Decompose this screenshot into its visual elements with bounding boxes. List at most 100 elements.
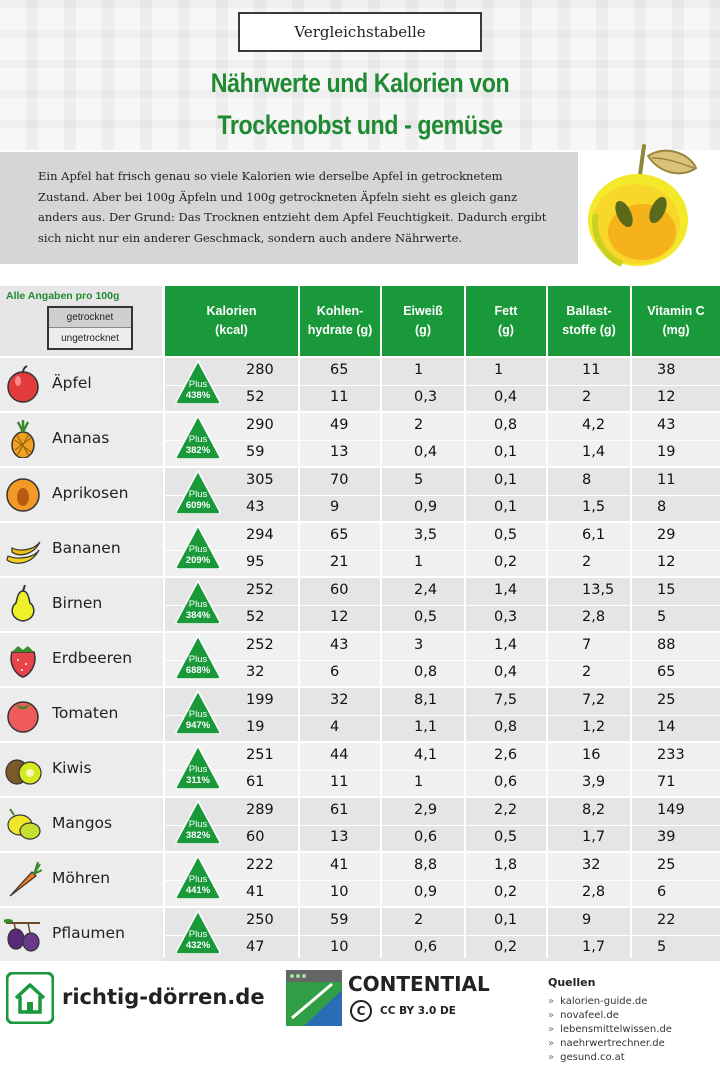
value-dried: 11 [582,362,601,378]
value-fresh: 11 [330,389,349,405]
pineapple-icon [11,420,35,458]
svg-text:Plus: Plus [189,764,208,775]
svg-text:Plus: Plus [189,599,208,610]
value-fresh: 14 [657,719,676,735]
value-dried: 7 [582,637,592,653]
value-fresh: 0,6 [414,939,438,955]
value-dried: 5 [414,472,424,488]
value-fresh: 5 [657,609,667,625]
value-dried: 252 [246,582,274,598]
value-fresh: 60 [246,829,265,845]
column-divider [298,286,300,958]
svg-text:438%: 438% [186,390,211,401]
value-dried: 16 [582,747,601,763]
value-dried: 2 [414,417,424,433]
food-name: Äpfel [52,374,92,392]
apple-icon [7,365,39,403]
food-name: Mangos [52,814,113,832]
column-header-kalorien: Kalorien (kcal) [165,286,298,356]
intro-line: sich nicht nur ein anderer Geschmack, so… [38,230,463,245]
dried-apple-icon [588,144,698,267]
column-header-line: Kohlen- [316,304,364,318]
apricot-icon [6,478,40,512]
row-divider [165,495,720,496]
column-divider [464,286,466,958]
value-fresh: 95 [246,554,265,570]
value-fresh: 0,2 [494,554,518,570]
source-link[interactable]: » naehrwertrechner.de [548,1038,665,1049]
source-link[interactable]: » lebensmittelwissen.de [548,1024,672,1035]
value-fresh: 0,1 [494,499,518,515]
column-header-line: (mg) [662,323,690,337]
value-dried: 0,8 [494,417,518,433]
value-dried: 3 [414,637,424,653]
svg-text:382%: 382% [186,830,211,841]
column-header-line: Ballast- [566,304,612,318]
value-fresh: 19 [657,444,676,460]
food-name: Tomaten [52,704,119,722]
row-divider [165,385,720,386]
value-dried: 7,5 [494,692,518,708]
intro-line: Zustand. Aber bei 100g Äpfeln und 100g g… [38,189,518,204]
value-dried: 13,5 [582,582,615,598]
value-fresh: 12 [657,554,676,570]
value-dried: 25 [657,857,676,873]
value-dried: 233 [657,747,685,763]
value-dried: 43 [657,417,676,433]
value-dried: 15 [657,582,676,598]
value-fresh: 0,4 [494,664,518,680]
bullet-icon: » [548,1038,555,1049]
bullet-icon: » [548,1052,555,1063]
subtitle-box: Vergleichstabelle [238,12,482,52]
value-fresh: 0,8 [414,664,438,680]
value-fresh: 0,2 [494,884,518,900]
value-dried: 289 [246,802,274,818]
value-dried: 8,2 [582,802,606,818]
column-header-line: hydrate (g) [307,323,373,337]
value-fresh: 0,3 [414,389,438,405]
value-fresh: 2,8 [582,609,606,625]
row-divider [165,660,720,661]
value-fresh: 8 [657,499,667,515]
title-line-2: Trockenobst und - gemüse [217,110,503,140]
value-fresh: 6 [330,664,340,680]
value-fresh: 1,7 [582,939,606,955]
value-fresh: 6 [657,884,667,900]
value-fresh: 10 [330,939,349,955]
source-link[interactable]: » kalorien-guide.de [548,996,647,1007]
column-header-line: Vitamin C [647,304,705,318]
column-divider [630,286,632,958]
food-name: Kiwis [52,759,92,777]
value-dried: 4,1 [414,747,438,763]
value-dried: 199 [246,692,274,708]
value-fresh: 39 [657,829,676,845]
source-link[interactable]: » novafeel.de [548,1010,619,1021]
value-fresh: 0,4 [494,389,518,405]
svg-text:Plus: Plus [189,654,208,665]
value-dried: 65 [330,362,349,378]
row-divider [165,935,720,936]
value-dried: 11 [657,472,676,488]
column-header-line: (g) [415,323,431,337]
bullet-icon: » [548,996,555,1007]
value-fresh: 12 [657,389,676,405]
row-divider [165,605,720,606]
food-name: Aprikosen [52,484,129,502]
value-fresh: 19 [246,719,265,735]
column-header-ballaststoffe: Ballast-stoffe (g) [548,286,630,356]
value-fresh: 32 [246,664,265,680]
value-dried: 3,5 [414,527,438,543]
row-divider [165,440,720,441]
value-fresh: 2 [582,554,592,570]
value-fresh: 13 [330,444,349,460]
source-link[interactable]: » gesund.co.at [548,1052,625,1063]
value-dried: 1,4 [494,637,518,653]
column-header-vitamin-c: Vitamin C (mg) [632,286,720,356]
value-dried: 49 [330,417,349,433]
value-dried: 2,6 [494,747,518,763]
svg-text:609%: 609% [186,500,211,511]
